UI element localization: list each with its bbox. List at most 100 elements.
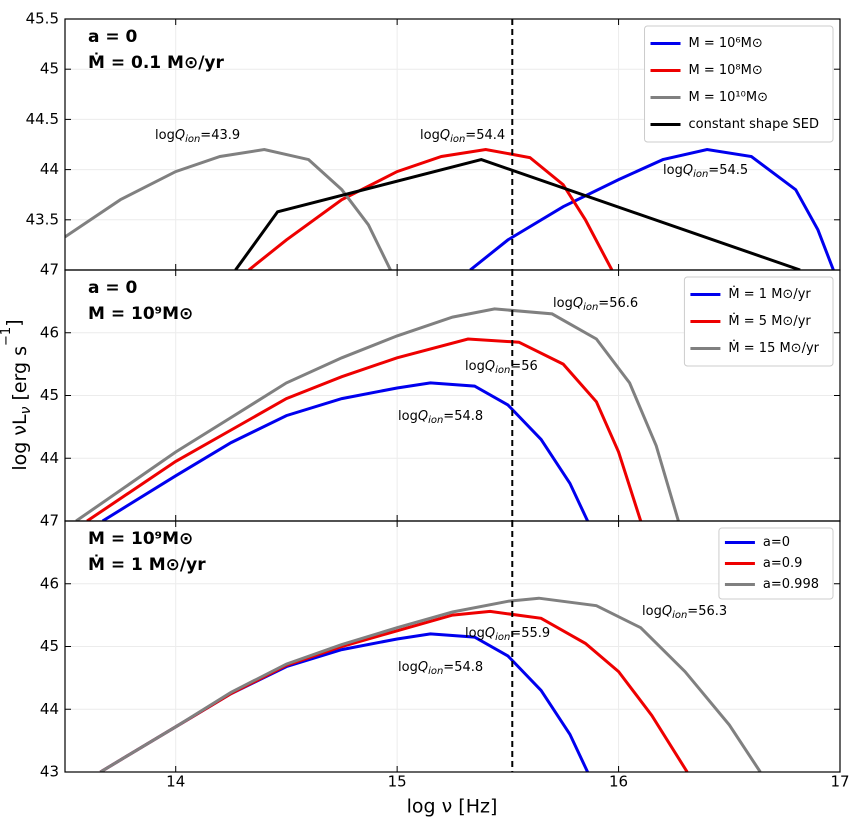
- legend-box: [644, 25, 834, 143]
- y-tick-label: 44: [40, 700, 59, 718]
- y-label-part: log νL: [9, 414, 31, 471]
- series-line: [86, 337, 643, 521]
- y-tick-label: 45: [40, 386, 59, 404]
- y-tick-label: 45: [40, 637, 59, 655]
- panel-label: M = 10⁹M⊙: [88, 529, 193, 549]
- annotation-part: ion: [185, 134, 200, 145]
- annotation-part: Q: [573, 296, 583, 311]
- legend: a=0 a=0.9 a=0.998: [718, 527, 834, 600]
- annotation-part: Q: [485, 626, 495, 641]
- panel-label: Ṁ = 1 M⊙/yr: [88, 553, 206, 575]
- annotation-part: Q: [662, 604, 672, 619]
- annotation-part: log: [398, 660, 418, 675]
- x-tick-label: 16: [609, 773, 628, 791]
- y-tick-label: 44.5: [26, 110, 59, 128]
- y-tick-label: 46: [40, 323, 59, 341]
- annotation-part: log: [155, 128, 175, 143]
- annotation-part: log: [663, 163, 683, 178]
- series-line: [65, 147, 392, 270]
- legend-label: Ṁ = 5 M⊙/yr: [728, 313, 811, 329]
- annotation-part: =56: [510, 359, 537, 374]
- y-tick-label: 47: [40, 261, 59, 279]
- legend-label: Ṁ = 15 M⊙/yr: [728, 340, 819, 356]
- annotation-part: Q: [418, 660, 428, 675]
- legend-label: a=0: [763, 535, 790, 550]
- annotation-part: ion: [495, 632, 510, 643]
- annotation-part: ion: [450, 134, 465, 145]
- series-line: [99, 596, 762, 772]
- annotation-part: =54.4: [465, 128, 505, 143]
- annotation-part: ion: [428, 415, 443, 426]
- annotation-part: Q: [175, 128, 185, 143]
- annotation: logQion=55.9: [465, 626, 550, 644]
- legend: M = 10⁶M⊙ M = 10⁸M⊙ M = 10¹⁰M⊙ constant sha…: [644, 25, 834, 143]
- frame: [64, 520, 841, 773]
- annotation-part: Q: [485, 359, 495, 374]
- annotation-part: =54.8: [443, 409, 483, 424]
- annotation-part: ion: [693, 169, 708, 180]
- panel-label: a = 0: [88, 278, 138, 298]
- annotation-part: ion: [428, 666, 443, 677]
- annotation-part: =55.9: [510, 626, 550, 641]
- legend-label: M = 10⁶M⊙: [689, 36, 763, 51]
- annotation: logQion=56: [465, 359, 538, 377]
- legend-label: Ṁ = 1 M⊙/yr: [728, 286, 811, 302]
- legend-label: a=0.998: [763, 577, 819, 592]
- annotation-part: log: [553, 296, 573, 311]
- annotation-part: =54.5: [708, 163, 748, 178]
- plot-area: [65, 147, 835, 270]
- y-tick-label: 43: [40, 763, 59, 781]
- annotation-part: log: [398, 409, 418, 424]
- annotation-part: log: [465, 359, 485, 374]
- legend-label: a=0.9: [763, 556, 803, 571]
- y-tick-label: 45: [40, 60, 59, 78]
- annotation: logQion=43.9: [155, 128, 240, 146]
- series-line: [101, 381, 589, 521]
- series-line: [99, 609, 689, 772]
- annotation-part: =54.8: [443, 660, 483, 675]
- annotation-part: log: [642, 604, 662, 619]
- x-tick-label: 15: [388, 773, 407, 791]
- annotation: logQion=54.8: [398, 409, 483, 427]
- panel-label: M = 10⁹M⊙: [88, 304, 193, 324]
- legend: Ṁ = 1 M⊙/yr Ṁ = 5 M⊙/yr Ṁ = 15 M⊙/yr: [683, 276, 834, 367]
- annotation: logQion=54.4: [420, 128, 505, 146]
- y-label-part: ]: [3, 319, 25, 326]
- annotation-part: Q: [440, 128, 450, 143]
- legend-label: M = 10⁸M⊙: [689, 63, 763, 78]
- annotation: logQion=56.3: [642, 604, 727, 622]
- x-tick-label: 17: [830, 773, 849, 791]
- legend-box: [718, 527, 834, 600]
- annotation: logQion=54.8: [398, 660, 483, 678]
- y-tick-label: 43.5: [26, 210, 59, 228]
- legend-label: M = 10¹⁰M⊙: [689, 90, 768, 105]
- annotation-part: ion: [672, 610, 687, 621]
- annotation-part: ion: [495, 365, 510, 376]
- annotation-part: =56.3: [687, 604, 727, 619]
- y-label-part: [erg s: [9, 346, 31, 407]
- y-label-part: −1: [0, 327, 14, 346]
- annotation-part: Q: [418, 409, 428, 424]
- y-tick-label: 47: [40, 512, 59, 530]
- annotation-part: log: [465, 626, 485, 641]
- annotation-part: ion: [583, 302, 598, 313]
- annotation: logQion=54.5: [663, 163, 748, 181]
- panel-label: a = 0: [88, 27, 138, 47]
- series-line: [234, 158, 801, 270]
- panel-label: Ṁ = 0.1 M⊙/yr: [88, 51, 224, 73]
- y-axis-label: log νLν [erg s−1]: [0, 319, 34, 470]
- series-line: [75, 307, 680, 521]
- annotation-part: log: [420, 128, 440, 143]
- annotation-part: =43.9: [200, 128, 240, 143]
- y-tick-label: 44: [40, 160, 59, 178]
- y-label-part: ν: [18, 406, 34, 414]
- y-tick-label: 45.5: [26, 10, 59, 28]
- annotation-part: =56.6: [598, 296, 638, 311]
- y-tick-label: 44: [40, 449, 59, 467]
- series-line: [469, 147, 835, 270]
- annotation: logQion=56.6: [553, 296, 638, 314]
- plot-area: [75, 307, 680, 521]
- y-tick-label: 46: [40, 574, 59, 592]
- plot-area: [99, 596, 762, 772]
